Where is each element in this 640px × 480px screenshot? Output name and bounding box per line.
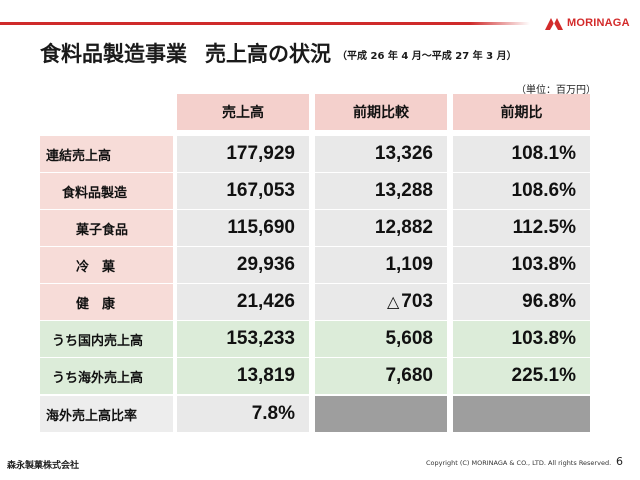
header-band	[0, 17, 640, 31]
row-label: 冷 菓	[40, 247, 173, 283]
ratio-value: 108.6%	[453, 173, 590, 209]
page-title: 食料品製造事業 売上高の状況 （平成 26 年 4 月〜平成 27 年 3 月）	[40, 38, 517, 68]
ratio-value: 108.1%	[453, 136, 590, 172]
footer-company: 森永製菓株式会社	[7, 461, 80, 471]
col-header-ratio: 前期比	[453, 94, 590, 130]
diff-value: 1,109	[315, 247, 447, 283]
sales-value: 21,426	[177, 284, 309, 320]
sales-value: 13,819	[177, 358, 309, 394]
row-label: 食料品製造	[40, 173, 173, 209]
diff-value: 5,608	[315, 321, 447, 357]
table-row: 冷 菓 29,936 1,109 103.8%	[40, 247, 590, 283]
table-row: 連結売上高 177,929 13,326 108.1%	[40, 136, 590, 172]
sales-value: 177,929	[177, 136, 309, 172]
ratio-value: 96.8%	[453, 284, 590, 320]
sales-value: 115,690	[177, 210, 309, 246]
footer-copyright: Copyright (C) MORINAGA & CO., LTD. All r…	[426, 459, 612, 467]
morinaga-angel-icon	[545, 18, 563, 30]
decrease-triangle-icon: △	[386, 294, 400, 311]
row-label: 菓子食品	[40, 210, 173, 246]
row-label: 海外売上高比率	[40, 396, 173, 432]
logo-text: MORINAGA	[567, 17, 630, 29]
row-label: うち国内売上高	[40, 321, 173, 357]
title-sub: 売上高の状況	[205, 42, 331, 66]
table-row: 食料品製造 167,053 13,288 108.6%	[40, 173, 590, 209]
empty-cell	[453, 396, 590, 432]
table-row: うち国内売上高 153,233 5,608 103.8%	[40, 321, 590, 357]
table-row: 菓子食品 115,690 12,882 112.5%	[40, 210, 590, 246]
table-header-row: 売上高 前期比較 前期比	[40, 94, 590, 130]
diff-value-cell: △ 703	[315, 284, 447, 320]
sales-value: 167,053	[177, 173, 309, 209]
diff-value: 703	[401, 291, 433, 312]
company-logo: MORINAGA	[545, 16, 630, 30]
empty-cell	[315, 396, 447, 432]
row-label: うち海外売上高	[40, 358, 173, 394]
diff-value: 13,288	[315, 173, 447, 209]
unit-note: （単位：百万円）	[516, 85, 596, 96]
table-row: 海外売上高比率 7.8%	[40, 396, 590, 432]
title-period: （平成 26 年 4 月〜平成 27 年 3 月）	[337, 51, 517, 62]
ratio-value: 112.5%	[453, 210, 590, 246]
page-number: 6	[616, 455, 623, 468]
diff-value: 12,882	[315, 210, 447, 246]
header-red-line-fade	[470, 22, 530, 25]
table-row: うち海外売上高 13,819 7,680 225.1%	[40, 358, 590, 394]
table-row: 健 康 21,426 △ 703 96.8%	[40, 284, 590, 320]
row-label: 連結売上高	[40, 136, 173, 172]
ratio-value: 225.1%	[453, 358, 590, 394]
sales-value: 7.8%	[177, 396, 309, 432]
sales-value: 29,936	[177, 247, 309, 283]
col-header-diff: 前期比較	[315, 94, 447, 130]
diff-value: 13,326	[315, 136, 447, 172]
ratio-value: 103.8%	[453, 247, 590, 283]
sales-value: 153,233	[177, 321, 309, 357]
row-label: 健 康	[40, 284, 173, 320]
diff-value: 7,680	[315, 358, 447, 394]
title-main: 食料品製造事業	[40, 42, 187, 66]
header-red-line	[0, 22, 520, 25]
col-header-sales: 売上高	[177, 94, 309, 130]
ratio-value: 103.8%	[453, 321, 590, 357]
